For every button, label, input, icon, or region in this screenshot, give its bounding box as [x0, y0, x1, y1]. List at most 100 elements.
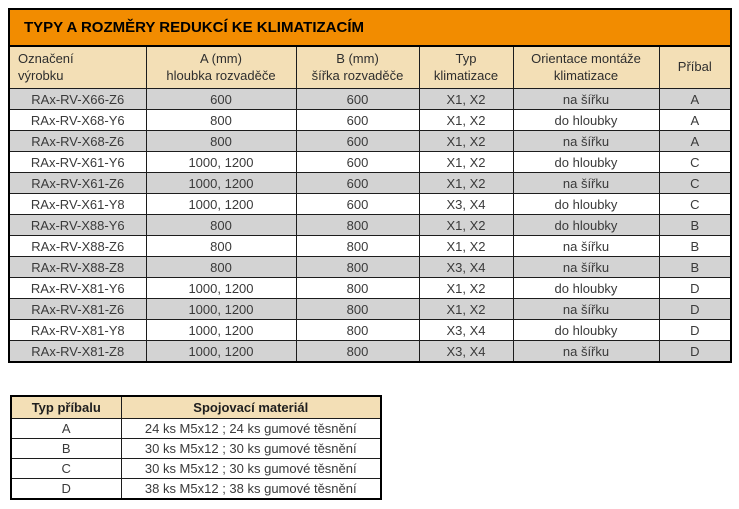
cell-pribal: C	[658, 151, 732, 173]
table-row: RAx-RV-X61-Y6 1000, 1200 600 X1, X2 do h…	[8, 151, 732, 173]
cell-orientation: do hloubky	[512, 193, 660, 215]
cell-pribal: A	[658, 88, 732, 110]
cell-width: 800	[295, 256, 420, 278]
cell-orientation: na šířku	[512, 235, 660, 257]
cell-product-code: RAx-RV-X81-Z6	[8, 298, 147, 320]
cell-orientation: na šířku	[512, 88, 660, 110]
table-title-row: TYPY A ROZMĚRY REDUKCÍ KE KLIMATIZACÍM	[8, 8, 732, 47]
cell-orientation: do hloubky	[512, 109, 660, 131]
cell-ac-type: X1, X2	[418, 88, 514, 110]
cell-pribal: D	[658, 340, 732, 363]
table-row: B 30 ks M5x12 ; 30 ks gumové těsnění	[10, 438, 382, 459]
cell-depth: 800	[145, 256, 297, 278]
cell-depth: 1000, 1200	[145, 172, 297, 194]
cell-product-code: RAx-RV-X61-Z6	[8, 172, 147, 194]
reduction-types-table: TYPY A ROZMĚRY REDUKCÍ KE KLIMATIZACÍM O…	[8, 8, 733, 363]
cell-product-code: RAx-RV-X68-Y6	[8, 109, 147, 131]
cell-width: 800	[295, 298, 420, 320]
cell-pribal: B	[658, 256, 732, 278]
cell-product-code: RAx-RV-X68-Z6	[8, 130, 147, 152]
table-row: A 24 ks M5x12 ; 24 ks gumové těsnění	[10, 418, 382, 439]
cell-depth: 800	[145, 130, 297, 152]
table-row: C 30 ks M5x12 ; 30 ks gumové těsnění	[10, 458, 382, 479]
cell-pribal: D	[658, 319, 732, 341]
cell-width: 600	[295, 130, 420, 152]
cell-ac-type: X1, X2	[418, 151, 514, 173]
cell-depth: 1000, 1200	[145, 277, 297, 299]
cell-ac-type: X1, X2	[418, 130, 514, 152]
cell-product-code: RAx-RV-X66-Z6	[8, 88, 147, 110]
cell-orientation: na šířku	[512, 172, 660, 194]
cell-depth: 1000, 1200	[145, 298, 297, 320]
cell-depth: 800	[145, 109, 297, 131]
table-header-row: Označení výrobku A (mm) hloubka rozvaděč…	[8, 45, 732, 89]
cell-depth: 600	[145, 88, 297, 110]
cell-product-code: RAx-RV-X88-Z8	[8, 256, 147, 278]
cell-width: 600	[295, 151, 420, 173]
cell-ac-type: X1, X2	[418, 298, 514, 320]
cell-depth: 1000, 1200	[145, 193, 297, 215]
table-row: RAx-RV-X81-Z6 1000, 1200 800 X1, X2 na š…	[8, 298, 732, 320]
cell-depth: 1000, 1200	[145, 151, 297, 173]
cell-pribal: B	[658, 235, 732, 257]
table-row: RAx-RV-X81-Y6 1000, 1200 800 X1, X2 do h…	[8, 277, 732, 299]
cell-pribal: A	[658, 130, 732, 152]
cell-pribal: A	[658, 109, 732, 131]
cell-ac-type: X1, X2	[418, 109, 514, 131]
cell-width: 800	[295, 214, 420, 236]
cell-orientation: na šířku	[512, 130, 660, 152]
col-header-orientace-montaze: Orientace montáže klimatizace	[512, 45, 660, 89]
table-row: RAx-RV-X61-Y8 1000, 1200 600 X3, X4 do h…	[8, 193, 732, 215]
col-header-a-mm: A (mm) hloubka rozvaděče	[145, 45, 297, 89]
cell-depth: 1000, 1200	[145, 340, 297, 363]
table-row: RAx-RV-X68-Y6 800 600 X1, X2 do hloubky …	[8, 109, 732, 131]
cell-pribal-type: A	[10, 418, 122, 439]
cell-depth: 800	[145, 214, 297, 236]
cell-width: 600	[295, 172, 420, 194]
col-header-spojovaci-material: Spojovací materiál	[120, 395, 382, 419]
cell-pribal-type: D	[10, 478, 122, 500]
cell-ac-type: X3, X4	[418, 319, 514, 341]
cell-product-code: RAx-RV-X81-Y8	[8, 319, 147, 341]
col-header-typ-pribalu: Typ příbalu	[10, 395, 122, 419]
col-header-oznaceni-vyrobku: Označení výrobku	[8, 45, 147, 89]
cell-width: 600	[295, 88, 420, 110]
cell-orientation: na šířku	[512, 256, 660, 278]
cell-width: 800	[295, 340, 420, 363]
cell-orientation: na šířku	[512, 298, 660, 320]
cell-ac-type: X1, X2	[418, 277, 514, 299]
cell-depth: 1000, 1200	[145, 319, 297, 341]
cell-ac-type: X1, X2	[418, 214, 514, 236]
cell-pribal: D	[658, 277, 732, 299]
cell-product-code: RAx-RV-X61-Y8	[8, 193, 147, 215]
cell-material: 30 ks M5x12 ; 30 ks gumové těsnění	[120, 438, 382, 459]
cell-orientation: do hloubky	[512, 277, 660, 299]
cell-depth: 800	[145, 235, 297, 257]
cell-pribal: C	[658, 172, 732, 194]
cell-material: 24 ks M5x12 ; 24 ks gumové těsnění	[120, 418, 382, 439]
cell-material: 38 ks M5x12 ; 38 ks gumové těsnění	[120, 478, 382, 500]
table-title: TYPY A ROZMĚRY REDUKCÍ KE KLIMATIZACÍM	[8, 8, 732, 47]
cell-width: 800	[295, 319, 420, 341]
cell-ac-type: X3, X4	[418, 256, 514, 278]
cell-ac-type: X1, X2	[418, 235, 514, 257]
cell-orientation: do hloubky	[512, 214, 660, 236]
cell-product-code: RAx-RV-X61-Y6	[8, 151, 147, 173]
cell-pribal: D	[658, 298, 732, 320]
table-row: RAx-RV-X81-Z8 1000, 1200 800 X3, X4 na š…	[8, 340, 732, 363]
table-row: RAx-RV-X81-Y8 1000, 1200 800 X3, X4 do h…	[8, 319, 732, 341]
col-header-typ-klimatizace: Typ klimatizace	[418, 45, 514, 89]
cell-material: 30 ks M5x12 ; 30 ks gumové těsnění	[120, 458, 382, 479]
col-header-b-mm: B (mm) šířka rozvaděče	[295, 45, 420, 89]
cell-ac-type: X3, X4	[418, 193, 514, 215]
col-header-pribal: Příbal	[658, 45, 732, 89]
cell-pribal: B	[658, 214, 732, 236]
table-row: D 38 ks M5x12 ; 38 ks gumové těsnění	[10, 478, 382, 500]
cell-orientation: do hloubky	[512, 151, 660, 173]
table-row: RAx-RV-X88-Y6 800 800 X1, X2 do hloubky …	[8, 214, 732, 236]
cell-product-code: RAx-RV-X88-Z6	[8, 235, 147, 257]
cell-pribal-type: C	[10, 458, 122, 479]
cell-width: 800	[295, 277, 420, 299]
cell-ac-type: X1, X2	[418, 172, 514, 194]
